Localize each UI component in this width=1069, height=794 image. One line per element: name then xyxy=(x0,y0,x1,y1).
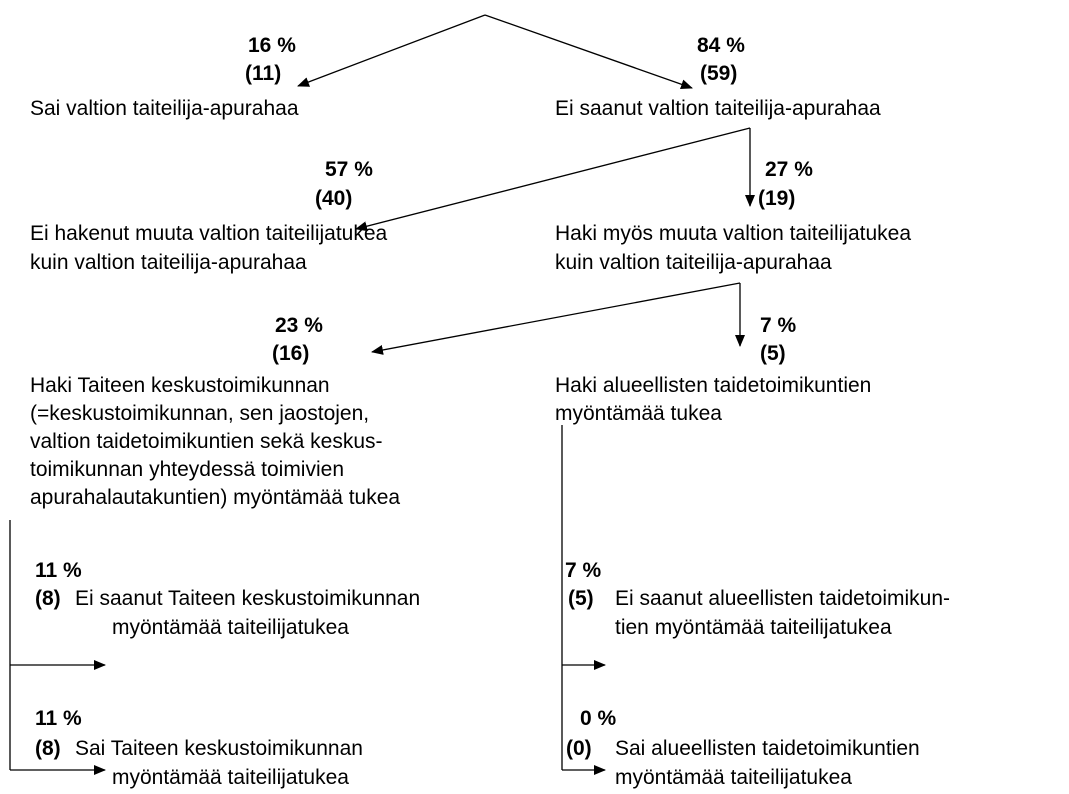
node-text: Ei saanut alueellisten taidetoimikun- xyxy=(615,587,950,610)
percent: 7 % xyxy=(760,314,797,337)
count: (19) xyxy=(758,187,795,210)
node-text: myöntämää tukea xyxy=(555,402,722,425)
connectors xyxy=(9,14,755,775)
percent: 23 % xyxy=(275,314,323,337)
count: (5) xyxy=(568,587,594,610)
count: (8) xyxy=(35,587,61,610)
node-text: kuin valtion taiteilija-apurahaa xyxy=(30,251,307,274)
node-text: Ei hakenut muuta valtion taiteilijatukea xyxy=(30,222,388,245)
percent: 7 % xyxy=(565,559,602,582)
arrow xyxy=(371,282,741,355)
labels: 16 % (11) Sai valtion taiteilija-apuraha… xyxy=(30,34,950,789)
node-text: Haki myös muuta valtion taiteilijatukea xyxy=(555,222,911,245)
node-text: valtion taidetoimikuntien sekä keskus- xyxy=(30,430,383,453)
node-text: myöntämää taiteilijatukea xyxy=(112,766,349,789)
percent: 27 % xyxy=(765,158,813,181)
node-text: Sai alueellisten taidetoimikuntien xyxy=(615,737,920,760)
count: (59) xyxy=(700,62,737,85)
percent: 11 % xyxy=(35,707,82,730)
percent: 16 % xyxy=(248,34,296,57)
percent: 11 % xyxy=(35,559,82,582)
node-text: tien myöntämää taiteilijatukea xyxy=(615,616,892,639)
percent: 0 % xyxy=(580,707,617,730)
node-text: kuin valtion taiteilija-apurahaa xyxy=(555,251,832,274)
count: (0) xyxy=(566,737,592,760)
node-text: Ei saanut valtion taiteilija-apurahaa xyxy=(555,97,881,120)
count: (40) xyxy=(315,187,352,210)
arrow xyxy=(484,14,693,90)
count: (5) xyxy=(760,342,786,365)
percent: 57 % xyxy=(325,158,373,181)
node-text: toimikunnan yhteydessä toimivien xyxy=(30,458,344,481)
node-text: (=keskustoimikunnan, sen jaostojen, xyxy=(30,402,369,425)
count: (11) xyxy=(245,62,281,85)
node-text: myöntämää taiteilijatukea xyxy=(615,766,852,789)
count: (16) xyxy=(272,342,309,365)
node-text: Haki alueellisten taidetoimikuntien xyxy=(555,374,871,397)
count: (8) xyxy=(35,737,61,760)
node-text: Sai valtion taiteilija-apurahaa xyxy=(30,97,299,120)
percent: 84 % xyxy=(697,34,745,57)
node-text: myöntämää taiteilijatukea xyxy=(112,616,349,639)
node-text: Haki Taiteen keskustoimikunnan xyxy=(30,374,330,397)
node-text: Sai Taiteen keskustoimikunnan xyxy=(75,737,363,760)
arrow xyxy=(355,127,751,232)
node-text: apurahalautakuntien) myöntämää tukea xyxy=(30,486,400,509)
arrow xyxy=(297,14,486,87)
node-text: Ei saanut Taiteen keskustoimikunnan xyxy=(75,587,420,610)
